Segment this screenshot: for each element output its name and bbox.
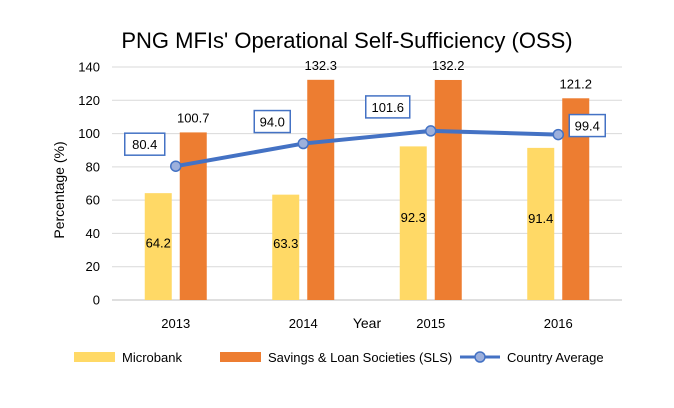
y-tick-0: 0 [93, 293, 100, 308]
y-tick-140: 140 [78, 60, 100, 75]
legend-label-country-average: Country Average [507, 350, 604, 365]
legend-marker-country-average [474, 351, 486, 363]
point-country-average-2013 [170, 160, 182, 172]
legend: Microbank Savings & Loan Societies (SLS) C… [74, 350, 604, 365]
label-country-average-2015: 101.6 [371, 100, 404, 115]
label-country-average-2013: 80.4 [132, 137, 157, 152]
y-axis-ticks: 0 20 40 60 80 100 120 140 [78, 60, 100, 308]
label-microbank-2015: 92.3 [401, 210, 426, 225]
bar-microbank-2016 [527, 147, 555, 300]
y-tick-100: 100 [78, 126, 100, 141]
y-tick-60: 60 [86, 193, 100, 208]
label-sls-2014: 132.3 [304, 58, 337, 73]
label-sls-2015: 132.2 [432, 58, 465, 73]
y-tick-120: 120 [78, 93, 100, 108]
legend-label-savings: Savings & Loan Societies (SLS) [268, 350, 452, 365]
data-labels: 64.2 100.7 63.3 132.3 92.3 132.2 91.4 121.2 80.4… [124, 58, 606, 251]
bar-sls-2013 [179, 132, 207, 300]
bar-microbank-2015 [399, 146, 427, 300]
label-country-average-2014: 94.0 [260, 115, 285, 130]
country-average-polyline [175, 128, 559, 169]
bars [144, 79, 590, 300]
label-box-country-average-2014 [253, 109, 291, 134]
x-axis-ticks: 2013 2014 2015 2016 [161, 316, 572, 331]
label-sls-2016: 121.2 [559, 76, 592, 91]
bar-sls-2014 [307, 79, 335, 300]
x-tick-2013: 2013 [161, 316, 190, 331]
y-tick-40: 40 [86, 226, 100, 241]
point-country-average-2016 [552, 128, 564, 141]
legend-swatch-savings [220, 352, 261, 362]
y-tick-20: 20 [86, 259, 100, 274]
label-microbank-2016: 91.4 [528, 211, 553, 226]
y-axis-label: Percentage (%) [51, 141, 67, 238]
label-box-country-average-2016 [568, 113, 606, 138]
country-average-line [170, 125, 564, 172]
point-country-average-2015 [425, 125, 437, 137]
legend-label-microbank: Microbank [122, 350, 182, 365]
label-box-country-average-2013 [124, 132, 166, 156]
label-box-country-average-2015 [365, 95, 411, 119]
bar-sls-2015 [434, 79, 462, 300]
label-sls-2013: 100.7 [177, 110, 210, 125]
point-country-average-2014 [297, 137, 309, 150]
x-tick-2016: 2016 [544, 316, 573, 331]
label-country-average-2016: 99.4 [575, 119, 600, 134]
label-microbank-2013: 64.2 [146, 235, 171, 250]
bar-microbank-2014 [272, 194, 300, 300]
x-tick-2015: 2015 [416, 316, 445, 331]
chart-title: PNG MFIs' Operational Self-Sufficiency (… [121, 28, 572, 53]
x-tick-2014: 2014 [289, 316, 318, 331]
label-microbank-2014: 63.3 [273, 236, 298, 251]
legend-swatch-microbank [74, 352, 115, 362]
y-tick-80: 80 [86, 159, 100, 174]
x-axis-label: Year [353, 315, 382, 331]
bar-microbank-2013 [144, 193, 172, 300]
